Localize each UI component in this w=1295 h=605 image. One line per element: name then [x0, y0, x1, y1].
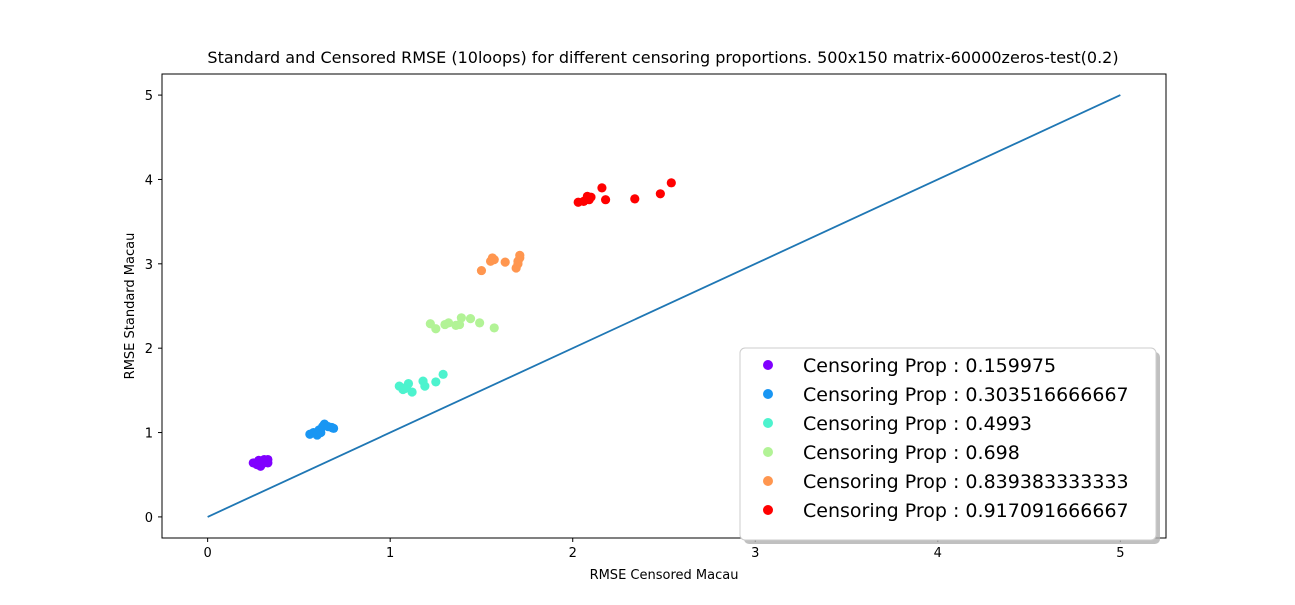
- data-point: [489, 255, 499, 265]
- data-point: [438, 369, 448, 379]
- data-point: [500, 257, 510, 267]
- legend-entry: Censoring Prop : 0.303516666667: [803, 384, 1129, 406]
- chart-title: Standard and Censored RMSE (10loops) for…: [207, 48, 1118, 67]
- data-points: [248, 178, 676, 471]
- reference-line: [207, 94, 1121, 518]
- data-point: [465, 314, 476, 324]
- legend-marker: [763, 389, 773, 399]
- data-point: [431, 377, 441, 387]
- x-tick-label: 5: [1116, 546, 1124, 561]
- legend-marker: [763, 476, 773, 486]
- data-point: [328, 423, 339, 433]
- data-point: [257, 459, 267, 469]
- legend-marker: [763, 360, 773, 370]
- data-point: [456, 313, 466, 323]
- legend-entry: Censoring Prop : 0.839383333333: [803, 471, 1129, 493]
- data-point: [476, 265, 487, 276]
- data-point: [400, 384, 410, 394]
- y-tick-label: 5: [145, 89, 153, 104]
- data-point: [597, 183, 607, 193]
- data-point: [489, 323, 499, 333]
- x-tick-label: 4: [934, 546, 942, 561]
- legend-entry: Censoring Prop : 0.4993: [803, 413, 1032, 435]
- y-tick-label: 1: [145, 427, 153, 442]
- y-tick-label: 4: [145, 173, 153, 188]
- legend-box: [739, 347, 1157, 541]
- data-point: [420, 381, 430, 391]
- x-tick-label: 0: [203, 546, 211, 561]
- legend-entry: Censoring Prop : 0.698: [803, 442, 1020, 464]
- y-tick-label: 3: [145, 258, 153, 273]
- axis-ticks: 0 1 2 3 4 5 0 1 2 3 4 5: [145, 89, 1125, 561]
- x-axis-label: RMSE Censored Macau: [590, 568, 739, 583]
- legend-marker: [763, 447, 773, 457]
- x-tick-label: 2: [569, 546, 577, 561]
- data-point: [431, 324, 441, 334]
- legend: Censoring Prop : 0.159975 Censoring Prop …: [739, 347, 1160, 544]
- data-point: [666, 178, 676, 188]
- x-tick-label: 1: [386, 546, 394, 561]
- data-point: [655, 189, 665, 199]
- legend-entry: Censoring Prop : 0.917091666667: [803, 500, 1129, 522]
- y-axis-label: RMSE Standard Macau: [123, 233, 138, 380]
- x-tick-label: 3: [751, 546, 759, 561]
- legend-marker: [763, 505, 773, 515]
- data-point: [475, 318, 485, 328]
- y-tick-label: 2: [145, 342, 153, 357]
- legend-marker: [763, 418, 773, 428]
- y-tick-label: 0: [145, 511, 153, 526]
- data-point: [515, 250, 525, 260]
- legend-entry: Censoring Prop : 0.159975: [803, 355, 1056, 377]
- data-point: [443, 318, 454, 328]
- data-point: [600, 195, 611, 205]
- data-point: [630, 194, 640, 204]
- data-point: [586, 192, 596, 202]
- data-point: [407, 387, 417, 397]
